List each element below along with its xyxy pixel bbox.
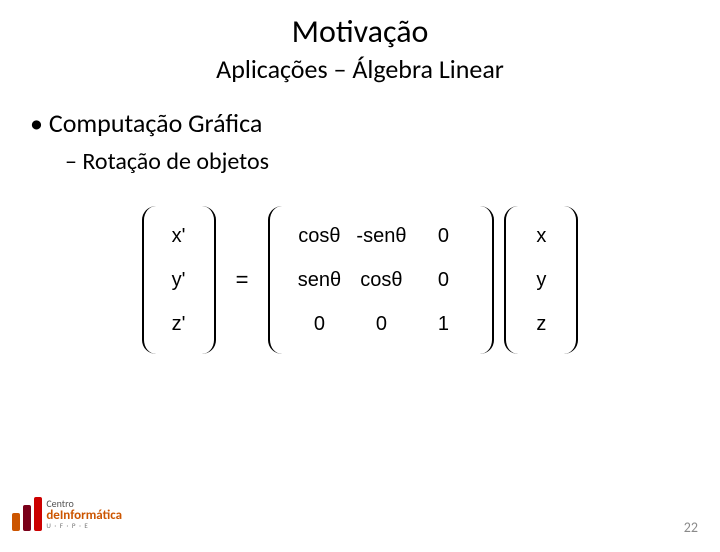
mat-cell: 0 <box>350 302 412 346</box>
page-title: Motivação <box>0 12 720 51</box>
vec-cell: x' <box>162 214 196 258</box>
logo-mark-icon <box>12 497 40 531</box>
logo: Centro deInformática U · F · P · E <box>12 492 122 536</box>
mat-cell: cosθ <box>350 258 412 302</box>
vec-cell: z <box>524 302 558 346</box>
bracket-right-icon <box>564 206 578 354</box>
page-subtitle: Aplicações – Álgebra Linear <box>0 53 720 85</box>
bracket-left-icon <box>504 206 518 354</box>
mat-cell: 0 <box>412 258 474 302</box>
mat-cell: 0 <box>412 214 474 258</box>
result-vector: x' y' z' <box>142 206 216 354</box>
mat-cell: 0 <box>288 302 350 346</box>
equals-sign: = <box>226 267 259 293</box>
rotation-matrix: cosθ -senθ 0 senθ cosθ 0 0 0 1 <box>268 206 494 354</box>
mat-cell: cosθ <box>288 214 350 258</box>
vec-cell: y' <box>162 258 196 302</box>
mat-cell: senθ <box>288 258 350 302</box>
input-vector: x y z <box>504 206 578 354</box>
bracket-right-icon <box>480 206 494 354</box>
logo-line3: U · F · P · E <box>46 522 122 529</box>
mat-cell: -senθ <box>350 214 412 258</box>
bullet-level1: Computação Gráfica <box>30 107 720 139</box>
vec-cell: z' <box>162 302 196 346</box>
vec-cell: x <box>524 214 558 258</box>
mat-cell: 1 <box>412 302 474 346</box>
bracket-left-icon <box>142 206 156 354</box>
vec-cell: y <box>524 258 558 302</box>
bracket-left-icon <box>268 206 282 354</box>
rotation-equation: x' y' z' = cosθ -senθ 0 senθ cosθ 0 0 0 … <box>0 206 720 354</box>
bullet-level2: Rotação de objetos <box>65 147 720 176</box>
page-number: 22 <box>684 519 698 536</box>
bracket-right-icon <box>202 206 216 354</box>
